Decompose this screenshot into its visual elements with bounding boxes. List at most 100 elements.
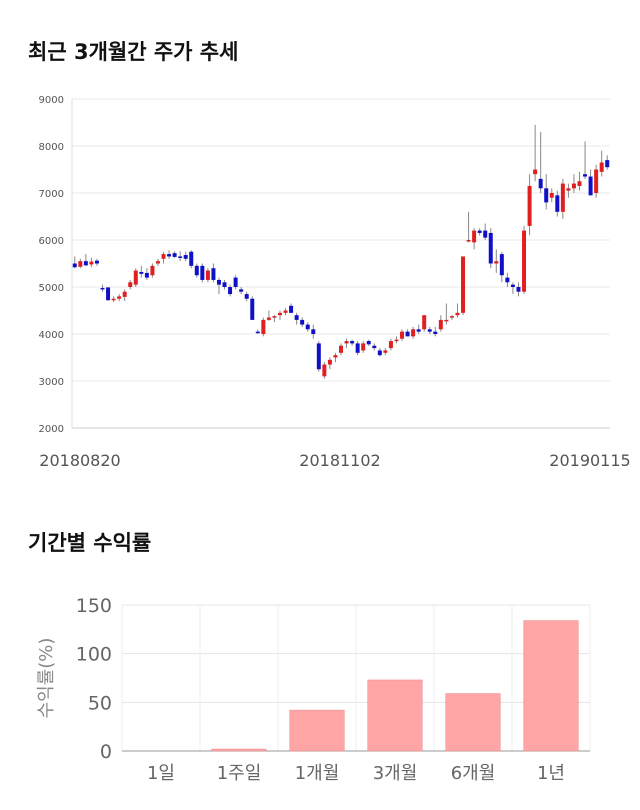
candle-body [122, 291, 127, 297]
candle-body [305, 324, 310, 330]
candle-body [488, 232, 493, 264]
candle-body [233, 277, 238, 287]
return-bar [211, 748, 267, 752]
candle-body [78, 261, 83, 267]
candle-body [200, 265, 205, 280]
candle-body [211, 268, 216, 280]
candle-body [505, 277, 510, 283]
candle-body [155, 261, 160, 264]
candle-body [355, 343, 360, 353]
candle-body [538, 178, 543, 189]
candle-body [239, 289, 244, 292]
candle-body [139, 271, 144, 274]
candle-body [128, 282, 133, 287]
candle-body [106, 287, 111, 301]
candle-body [222, 282, 227, 287]
candle-body [89, 261, 94, 265]
candle-body [422, 315, 427, 330]
y-tick-label: 50 [88, 692, 112, 714]
candle-body [266, 317, 271, 320]
candle-body [339, 345, 343, 353]
return-chart-title: 기간별 수익률 [28, 531, 152, 555]
candle-body [244, 294, 249, 299]
candle-body [283, 310, 288, 313]
x-tick-label: 6개월 [451, 763, 496, 784]
y-tick-label: 3000 [39, 377, 64, 388]
candle-body [327, 359, 332, 365]
candle-body [344, 341, 349, 344]
candle-body [494, 261, 499, 264]
candle-body [83, 261, 88, 266]
candle-body [178, 256, 183, 258]
candle-body [117, 296, 122, 299]
candle-body [577, 181, 582, 186]
candle-body [72, 263, 77, 268]
y-tick-label: 4000 [39, 330, 64, 341]
x-tick-label: 3개월 [373, 763, 418, 784]
candle-body [250, 298, 255, 320]
candle-body [111, 298, 116, 301]
candle-body [560, 183, 565, 212]
candle-body [499, 254, 504, 276]
return-bar [523, 620, 579, 752]
candle-body [377, 350, 382, 356]
x-tick-label: 1개월 [295, 763, 340, 784]
candle-body [316, 343, 321, 370]
candle-body [461, 256, 466, 313]
return-bar-chart: 0 50 100 150 1일 1주일 1개월 3개월 6개월 1년 수익률(%) [36, 595, 591, 784]
x-tick-label: 1일 [147, 763, 175, 784]
candle-body [544, 188, 549, 203]
candle-body [372, 345, 377, 349]
y-tick-label: 5000 [39, 283, 64, 294]
y-tick-label: 8000 [39, 142, 64, 153]
candle-body [444, 319, 449, 322]
candle-body [272, 316, 277, 318]
candle-body [427, 329, 432, 332]
candle-body [599, 162, 604, 172]
candle-body [255, 331, 260, 334]
candle-body [311, 329, 316, 334]
candle-body [510, 284, 515, 287]
candle-body [333, 355, 338, 358]
return-bar [289, 709, 345, 752]
candle-body [183, 255, 188, 259]
y-tick-label: 7000 [39, 189, 64, 200]
candle-body [566, 188, 571, 191]
candle-body [383, 350, 388, 353]
candle-body [527, 185, 532, 226]
candle-body [455, 312, 460, 316]
return-bar [445, 693, 501, 752]
candle-body [289, 305, 294, 313]
candle-body [533, 169, 538, 175]
candle-body [167, 254, 172, 257]
candle-body [100, 287, 105, 290]
candle-body [277, 312, 282, 316]
candle-body [477, 230, 482, 233]
y-tick-label: 6000 [39, 236, 64, 247]
y-tick-label: 0 [100, 741, 112, 763]
candle-body [216, 279, 221, 285]
candle-body [411, 329, 416, 337]
candle-body [388, 341, 393, 349]
candle-body [594, 169, 599, 193]
candle-body [588, 176, 593, 196]
candle-body [133, 270, 138, 285]
candle-body [433, 331, 438, 334]
candle-body [189, 251, 194, 266]
candle-body [472, 230, 477, 243]
y-tick-label: 2000 [39, 424, 64, 435]
candle-body [438, 319, 443, 330]
candle-body [350, 341, 355, 344]
candle-body [161, 254, 166, 259]
candle-body [366, 341, 371, 345]
candle-body [300, 319, 305, 325]
x-date-label: 20190115 [549, 451, 630, 470]
candle-body [571, 183, 576, 189]
x-date-label: 20181102 [299, 451, 380, 470]
candle-body [394, 339, 399, 342]
price-candlestick-chart: 2000 3000 4000 5000 6000 7000 8000 9000 20180820… [39, 95, 631, 470]
y-axis-label: 수익률(%) [36, 638, 57, 719]
candle-body [294, 315, 299, 320]
candle-body [172, 253, 177, 257]
y-tick-label: 9000 [39, 95, 64, 106]
